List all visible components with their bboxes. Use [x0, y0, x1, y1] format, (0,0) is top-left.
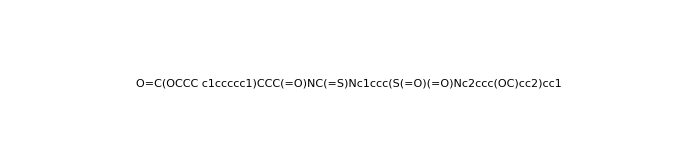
Text: O=C(OCCC c1ccccc1)CCC(=O)NC(=S)Nc1ccc(S(=O)(=O)Nc2ccc(OC)cc2)cc1: O=C(OCCC c1ccccc1)CCC(=O)NC(=S)Nc1ccc(S(… — [136, 78, 562, 89]
